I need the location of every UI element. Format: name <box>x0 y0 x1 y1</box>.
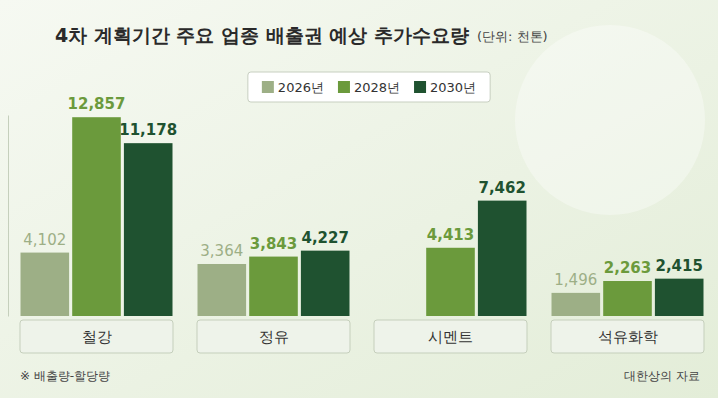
category-label: 석유화학 <box>598 328 658 346</box>
legend-label: 2028년 <box>354 80 400 95</box>
bar <box>603 281 652 316</box>
data-label: 4,227 <box>301 229 348 247</box>
globe-decoration <box>515 25 705 215</box>
category-box <box>197 320 350 353</box>
category-box <box>374 320 527 353</box>
legend-box <box>248 72 490 102</box>
legend-label: 2026년 <box>278 80 324 95</box>
data-label: 4,102 <box>23 231 66 249</box>
legend-item: 2030년 <box>414 80 476 95</box>
data-label: 3,843 <box>250 235 297 253</box>
category-label: 시멘트 <box>428 328 473 346</box>
category-axis: 철강 정유 시멘트 석유화학 <box>20 320 704 353</box>
bar <box>655 279 704 316</box>
data-label: 2,263 <box>604 259 651 277</box>
legend-item: 2026년 <box>262 80 324 95</box>
legend-item: 2028년 <box>338 80 400 95</box>
y-axis-line <box>8 116 9 317</box>
bar <box>301 251 350 316</box>
subtitle: (단위: 천톤) <box>477 29 548 44</box>
category-label: 철강 <box>82 328 112 346</box>
data-label: 2,415 <box>655 257 702 275</box>
source: 대한상의 자료 <box>624 369 700 383</box>
data-label: 7,462 <box>478 179 525 197</box>
bars <box>21 117 704 316</box>
legend-swatch <box>338 81 350 93</box>
legend: 2026년 2028년 2030년 <box>248 72 490 102</box>
footnote: ※ 배출량-할당량 <box>20 369 110 383</box>
category-box <box>20 320 173 353</box>
bar <box>124 143 173 316</box>
background <box>0 0 718 398</box>
title: 4차 계획기간 주요 업종 배출권 예상 추가수요량 <box>55 24 469 46</box>
data-label: 12,857 <box>68 95 126 113</box>
data-labels: 4,102 3,364 1,496 12,857 3,843 4,413 2,263 11,1… <box>23 95 703 289</box>
y-axis <box>8 116 9 317</box>
bar <box>198 264 247 316</box>
bar <box>249 257 298 316</box>
data-label: 3,364 <box>200 242 243 260</box>
legend-label: 2030년 <box>430 80 476 95</box>
bar <box>478 201 527 316</box>
data-label: 4,413 <box>427 226 474 244</box>
data-label: 11,178 <box>119 121 177 139</box>
category-box <box>551 320 704 353</box>
bar <box>552 293 601 316</box>
legend-swatch <box>262 81 274 93</box>
bar <box>21 253 70 316</box>
data-label: 1,496 <box>554 271 597 289</box>
chart: 4차 계획기간 주요 업종 배출권 예상 추가수요량(단위: 천톤)2026년2… <box>0 0 718 398</box>
bar <box>72 117 121 316</box>
bar <box>426 248 475 316</box>
category-label: 정유 <box>259 328 289 346</box>
legend-swatch <box>414 81 426 93</box>
